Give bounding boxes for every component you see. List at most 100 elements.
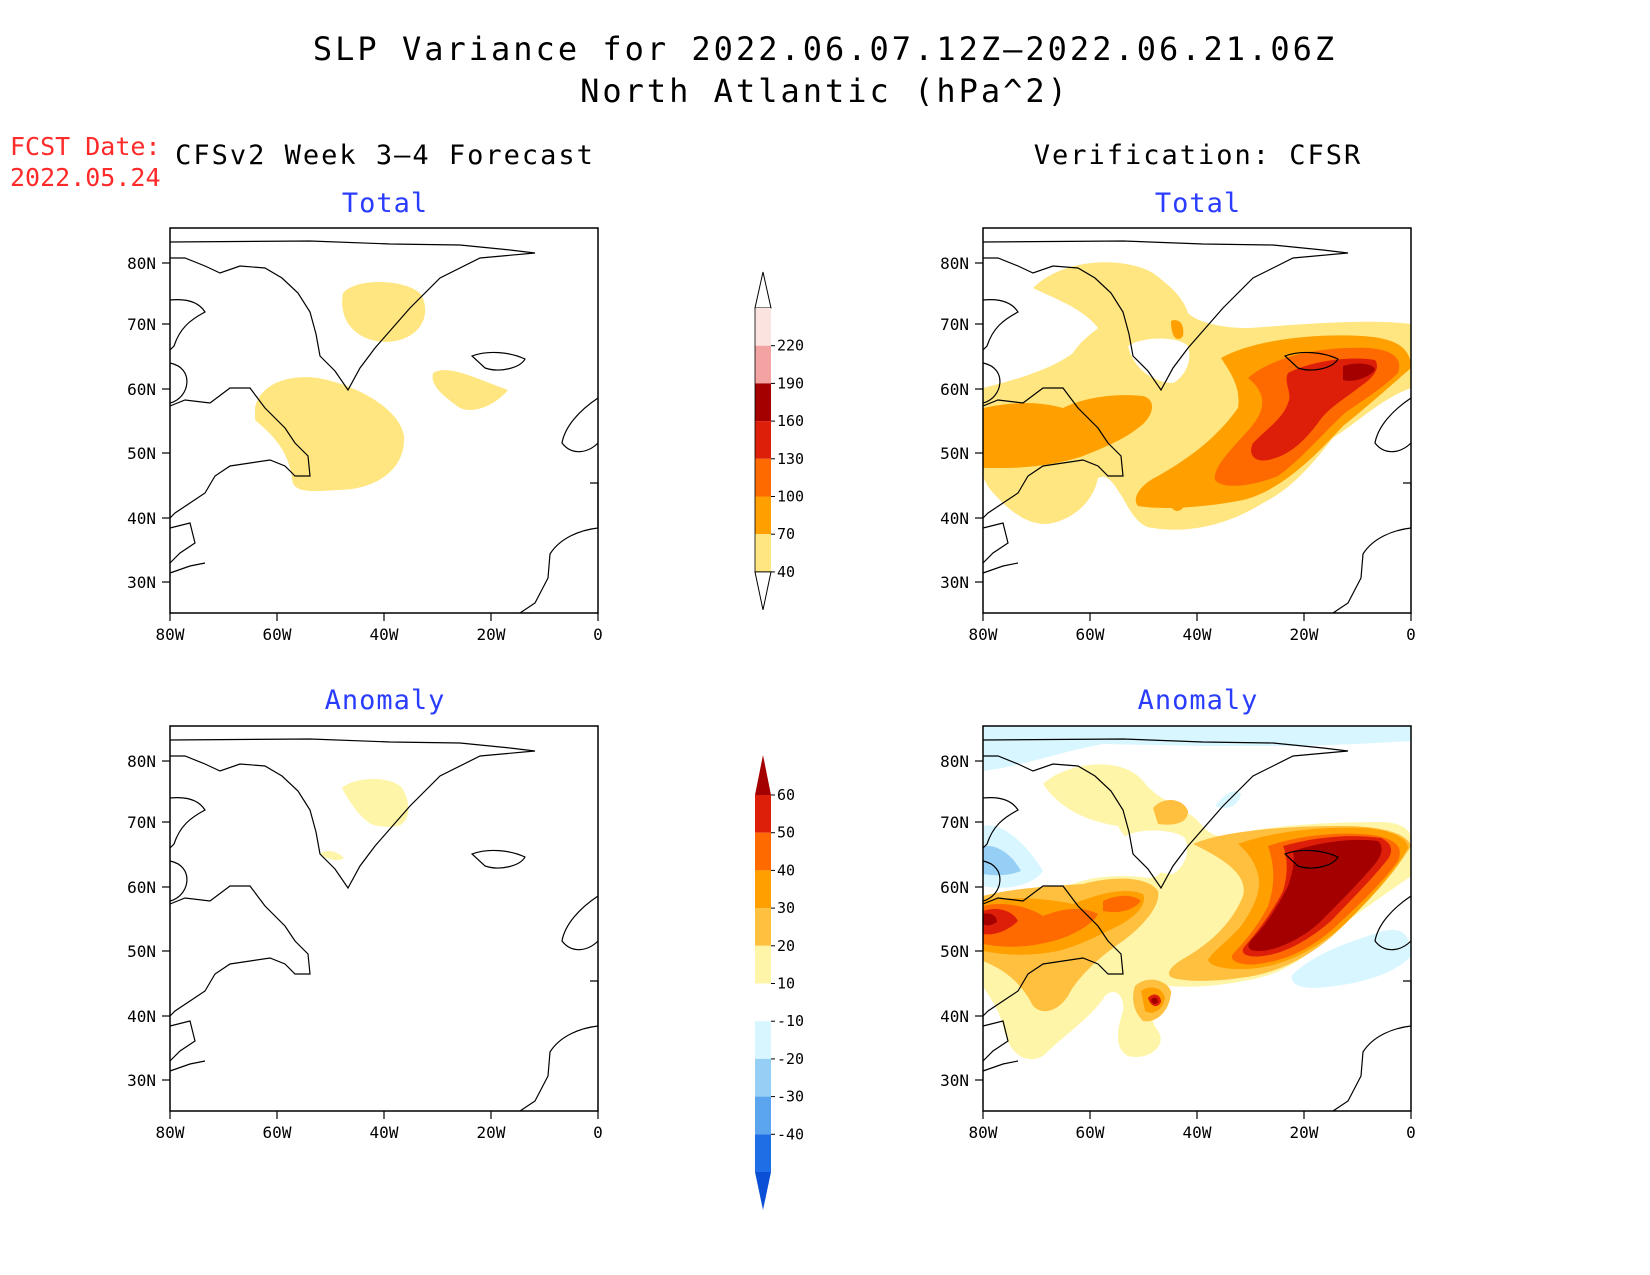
map-verification-total: 80N 70N 60N 50N 40N 30N 80W 60W 40W 20W 0 (940, 227, 1416, 644)
lat-label: 30N (940, 573, 969, 592)
lon-label: 80W (156, 625, 185, 644)
neg-10-mid (1215, 791, 1241, 808)
colorbar-label: 70 (777, 525, 795, 543)
lat-label: 50N (940, 942, 969, 961)
colorbar-label: 40 (777, 563, 795, 581)
lat-label: 80N (940, 254, 969, 273)
lon-label: 0 (593, 1123, 603, 1142)
title-line-1: SLP Variance for 2022.06.07.12Z–2022.06.… (312, 30, 1338, 68)
colorbar-segment (755, 534, 771, 572)
lon-label: 20W (477, 1123, 506, 1142)
lat-label: 40N (127, 509, 156, 528)
fcst-date-value: 2022.05.24 (10, 163, 161, 192)
pos-60-west (983, 913, 997, 926)
lon-label: 40W (370, 625, 399, 644)
colorbar-label: 160 (777, 412, 804, 430)
map-forecast-anomaly: 80N 70N 60N 50N 40N 30N 80W 60W 40W 20W 0 (127, 725, 603, 1142)
colorbar-segment (755, 1021, 771, 1059)
fill-layer (983, 262, 1411, 530)
lat-label: 60N (940, 380, 969, 399)
colorbar-segment (755, 1096, 771, 1135)
colorbar-top-arrow (754, 271, 772, 309)
colorbar-label: 50 (777, 824, 795, 842)
colorbar-segment (755, 945, 771, 984)
lat-label: 30N (940, 1071, 969, 1090)
colorbar-segment (755, 1134, 771, 1172)
colorbar-segment (755, 983, 771, 1022)
forecast-total-title: Total (341, 188, 429, 219)
colorbar-label: 130 (777, 450, 804, 468)
lon-label: 20W (1290, 625, 1319, 644)
lon-axis: 80W 60W 40W 20W 0 (156, 1111, 603, 1142)
map-forecast-total: 80N 70N 60N 50N 40N 30N 80W 60W 40W 20W 0 (127, 227, 603, 644)
contour-130 (1251, 358, 1378, 461)
neg-10-top (983, 726, 1411, 771)
forecast-column-title: CFSv2 Week 3–4 Forecast (175, 140, 595, 171)
fill-layer (255, 281, 508, 492)
contour-40-east (432, 370, 508, 411)
colorbar-label: -40 (777, 1125, 804, 1143)
lat-axis: 80N 70N 60N 50N 40N 30N (940, 254, 983, 592)
colorbar-segment (755, 795, 771, 833)
lon-label: 60W (263, 625, 292, 644)
lon-label: 80W (156, 1123, 185, 1142)
neg-20-west (983, 845, 1021, 876)
lon-label: 0 (1406, 625, 1416, 644)
lat-label: 40N (940, 1007, 969, 1026)
colorbar-segment (755, 1058, 771, 1097)
lat-label: 80N (127, 254, 156, 273)
lon-axis: 80W 60W 40W 20W 0 (156, 613, 603, 644)
colorbar-top-arrow (755, 755, 771, 795)
lat-label: 80N (127, 752, 156, 771)
colorbar-segment (755, 870, 771, 909)
colorbar-segment (755, 458, 771, 497)
fill-layer (983, 726, 1411, 1060)
lat-axis: 80N 70N 60N 50N 40N 30N (127, 254, 170, 592)
colorbar-label: -10 (777, 1012, 804, 1030)
colorbar-bottom-arrow (755, 1172, 771, 1210)
colorbar-label: 190 (777, 374, 804, 392)
lat-label: 30N (127, 573, 156, 592)
contour-40-central (255, 377, 405, 492)
colorbar-label: 220 (777, 337, 804, 355)
lon-label: 40W (1183, 625, 1212, 644)
colorbar-label: 20 (777, 937, 795, 955)
colorbar-segment (755, 421, 771, 459)
lon-label: 0 (593, 625, 603, 644)
colorbar-label: -30 (777, 1088, 804, 1106)
pos-40-sw (1103, 895, 1141, 913)
colorbar-label: -20 (777, 1050, 804, 1068)
lat-label: 70N (940, 315, 969, 334)
lon-label: 80W (969, 1123, 998, 1142)
lat-label: 60N (940, 878, 969, 897)
colorbar-segment (755, 308, 771, 346)
lat-label: 30N (127, 1071, 156, 1090)
pos-60-south (1151, 997, 1158, 1005)
lon-label: 40W (1183, 1123, 1212, 1142)
lat-label: 40N (127, 1007, 156, 1026)
contour-70-south (1168, 493, 1185, 512)
contour-70-north (1171, 320, 1184, 340)
lat-label: 60N (127, 380, 156, 399)
colorbar-bottom-arrow (754, 571, 772, 611)
colorbar-label: 40 (777, 861, 795, 879)
colorbar-label: 10 (777, 975, 795, 993)
colorbar-label: 60 (777, 786, 795, 804)
lat-label: 60N (127, 878, 156, 897)
lon-label: 60W (1076, 1123, 1105, 1142)
lat-label: 70N (127, 813, 156, 832)
title-line-2: North Atlantic (hPa^2) (580, 72, 1070, 110)
lat-label: 40N (940, 509, 969, 528)
contour-10-small (320, 851, 344, 861)
colorbar-segment (755, 383, 771, 422)
contour-10-north (342, 779, 409, 827)
fcst-date-label: FCST Date: (10, 132, 161, 161)
pos-60 (1248, 839, 1382, 951)
lon-label: 20W (1290, 1123, 1319, 1142)
colorbar-label: 30 (777, 899, 795, 917)
lon-axis: 80W 60W 40W 20W 0 (969, 613, 1416, 644)
lat-label: 50N (940, 444, 969, 463)
verification-anomaly-title: Anomaly (1137, 685, 1259, 716)
colorbar-segment (755, 496, 771, 535)
lat-label: 80N (940, 752, 969, 771)
